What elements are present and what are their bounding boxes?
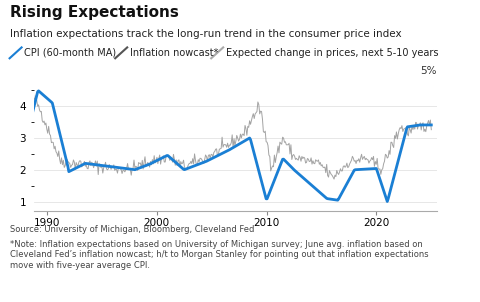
Text: CPI (60-month MA): CPI (60-month MA) (24, 48, 116, 58)
Text: Rising Expectations: Rising Expectations (10, 5, 179, 20)
Text: Inflation expectations track the long-run trend in the consumer price index: Inflation expectations track the long-ru… (10, 29, 401, 39)
Text: Source: University of Michigan, Bloomberg, Cleveland Fed: Source: University of Michigan, Bloomber… (10, 225, 254, 234)
Text: 5%: 5% (420, 66, 437, 76)
Text: *Note: Inflation expectations based on University of Michigan survey; June avg. : *Note: Inflation expectations based on U… (10, 240, 428, 270)
Text: Expected change in prices, next 5-10 years: Expected change in prices, next 5-10 yea… (226, 48, 438, 58)
Text: Inflation nowcast*: Inflation nowcast* (130, 48, 218, 58)
